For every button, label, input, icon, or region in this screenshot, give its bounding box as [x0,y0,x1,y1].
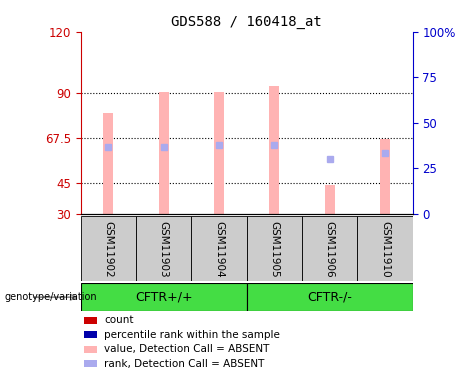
Bar [247,216,302,281]
Bar [159,93,169,214]
Text: genotype/variation: genotype/variation [5,292,97,302]
Bar [247,283,413,311]
Text: count: count [104,315,133,326]
Bar [191,216,247,281]
Text: CFTR-/-: CFTR-/- [307,291,352,304]
Text: GSM11904: GSM11904 [214,221,224,278]
Title: GDS588 / 160418_at: GDS588 / 160418_at [171,15,322,30]
Text: percentile rank within the sample: percentile rank within the sample [104,330,280,340]
Bar [136,216,191,281]
Bar [380,139,390,214]
Text: GSM11902: GSM11902 [103,221,113,278]
Text: GSM11905: GSM11905 [269,221,279,278]
Text: CFTR+/+: CFTR+/+ [135,291,193,304]
Bar [302,216,357,281]
Text: GSM11903: GSM11903 [159,221,169,278]
Bar [84,332,97,338]
Bar [103,113,113,214]
Bar [269,87,279,214]
Bar [81,283,247,311]
Bar [84,317,97,324]
Text: rank, Detection Call = ABSENT: rank, Detection Call = ABSENT [104,359,264,369]
Bar [84,346,97,353]
Bar [357,216,413,281]
Bar [81,216,136,281]
Text: GSM11906: GSM11906 [325,221,335,278]
Bar [84,360,97,368]
Text: value, Detection Call = ABSENT: value, Detection Call = ABSENT [104,345,269,354]
Bar [325,186,335,214]
Bar [214,93,224,214]
Text: GSM11910: GSM11910 [380,221,390,278]
